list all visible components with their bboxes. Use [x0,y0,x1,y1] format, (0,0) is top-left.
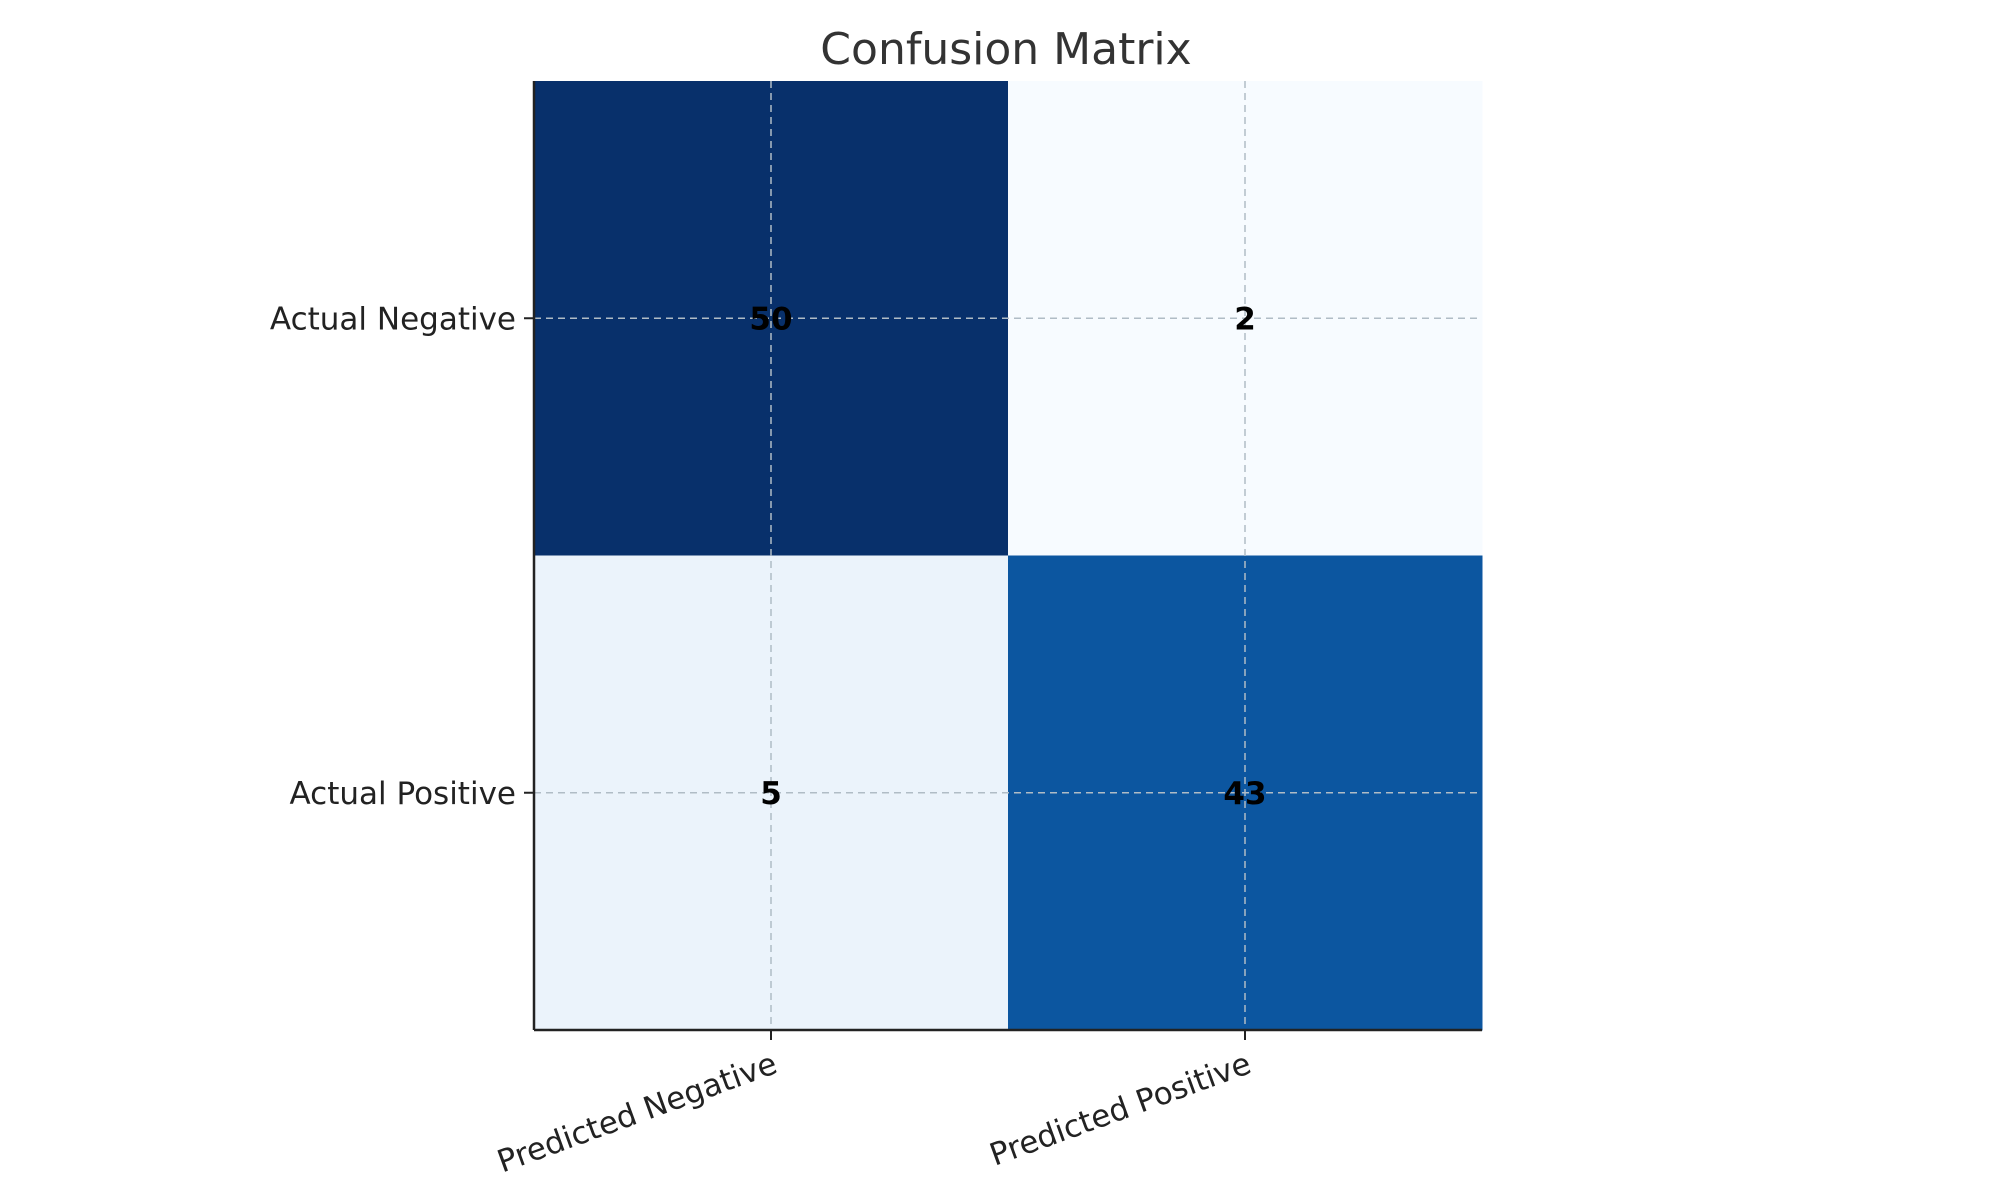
grid-lines [534,81,1482,1030]
cell-value-r0-c0: 50 [749,301,792,337]
x-tick-label-1: Predicted Positive [985,1046,1256,1174]
y-tick-label-1: Actual Positive [290,776,516,812]
cell-value-r0-c1: 2 [1234,301,1256,337]
axes [532,81,1482,1032]
heatmap-cells [534,81,1483,1031]
x-tick-label-0: Predicted Negative [493,1046,782,1181]
heatmap-cell-r0-c0 [534,81,1009,556]
cell-value-r1-c1: 43 [1223,776,1266,812]
cell-value-labels: 50 2 5 43 [749,301,1266,812]
y-tick-label-0: Actual Negative [270,301,516,337]
cell-value-r1-c0: 5 [760,776,782,812]
chart-title: Confusion Matrix [820,24,1191,75]
